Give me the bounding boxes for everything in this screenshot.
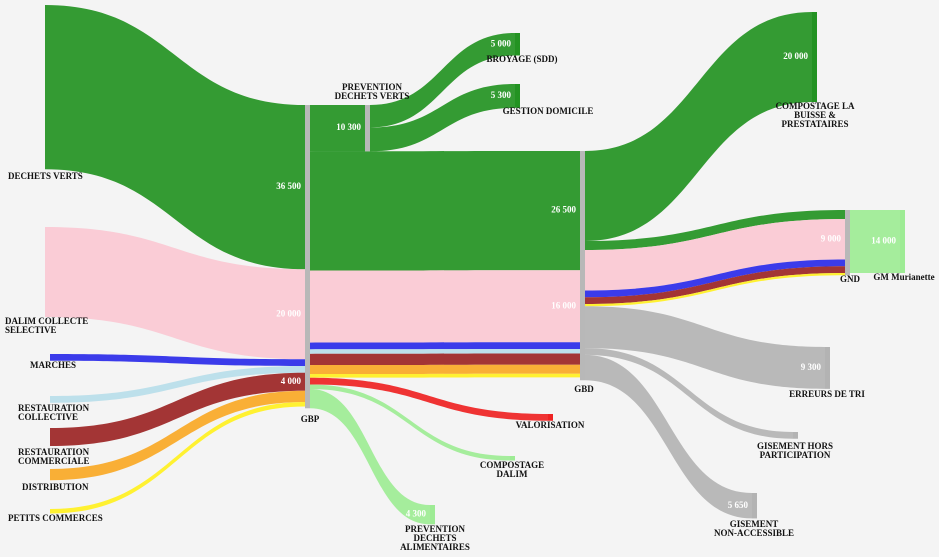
flow	[310, 373, 580, 378]
node	[793, 432, 798, 439]
value-label: 20 000	[276, 308, 301, 318]
node-label: ALIMENTAIRES	[400, 542, 470, 552]
node	[515, 84, 520, 108]
node-label: COMPOSTAGE LA	[775, 101, 855, 111]
flow	[45, 5, 305, 270]
flow	[585, 348, 793, 439]
flow	[310, 377, 548, 421]
node-label: GBP	[301, 414, 320, 424]
node-label: PETITS COMMERCES	[8, 513, 103, 523]
node-label: BUISSE &	[794, 110, 836, 120]
value-label: 9 300	[801, 362, 822, 372]
flow	[310, 105, 365, 152]
flow	[850, 210, 900, 273]
node	[510, 456, 515, 461]
node-label: PREVENTION	[342, 82, 403, 92]
flow	[585, 354, 752, 519]
value-label: 36 500	[276, 181, 301, 191]
node	[365, 105, 370, 152]
value-label: 5 300	[491, 90, 512, 100]
value-label: 26 500	[551, 205, 576, 215]
flow	[50, 372, 305, 446]
node-label: ERREURS DE TRI	[789, 389, 865, 399]
value-label: 5 650	[728, 500, 749, 510]
flow	[585, 306, 825, 389]
node	[900, 210, 905, 273]
node-label: COLLECTIVE	[18, 412, 78, 422]
flow	[310, 151, 580, 271]
node-label: DECHETS	[413, 533, 456, 543]
value-label: 14 000	[871, 236, 896, 246]
flow	[50, 402, 305, 514]
flow	[310, 270, 580, 343]
node-label: GISEMENT HORS	[757, 441, 833, 451]
node-label: VALORISATION	[516, 420, 585, 430]
node-label: PREVENTION	[405, 524, 466, 534]
value-label: 20 000	[783, 51, 808, 61]
flow	[585, 210, 845, 250]
value-label: 4 000	[281, 376, 302, 386]
node-label: MARCHES	[30, 360, 76, 370]
node-label: BROYAGE (SDD)	[487, 54, 558, 64]
node	[580, 151, 585, 381]
node-label: GND	[840, 274, 861, 284]
node-label: GESTION DOMICILE	[503, 106, 594, 116]
node-label: DISTRIBUTION	[22, 482, 89, 492]
flow	[310, 388, 430, 525]
node-label: RESTAURATION	[18, 403, 90, 413]
value-label: 5 000	[491, 38, 512, 48]
node-label: DALIM	[497, 469, 529, 479]
flow	[585, 259, 845, 298]
flow	[50, 390, 305, 481]
node-label: DECHETS VERTS	[335, 91, 410, 101]
node-label: DALIM COLLECTE	[5, 316, 88, 326]
node	[515, 33, 520, 56]
node	[430, 505, 435, 525]
node-label: COMMERCIALE	[18, 456, 90, 466]
node-label: GISEMENT	[730, 519, 779, 529]
flow	[585, 219, 845, 291]
node	[812, 12, 817, 102]
value-label: 4 300	[406, 509, 427, 519]
node	[752, 493, 757, 519]
flow	[310, 384, 510, 461]
node	[825, 347, 830, 389]
flow	[50, 366, 305, 403]
node-label: GBD	[574, 384, 594, 394]
node-label: NON-ACCESSIBLE	[714, 528, 794, 538]
node-label: SELECTIVE	[5, 325, 57, 335]
flow	[310, 349, 580, 354]
flow	[45, 227, 305, 360]
node-label: COMPOSTAGE	[480, 460, 544, 470]
flow	[585, 12, 812, 241]
node	[305, 105, 310, 409]
flow	[310, 364, 580, 375]
node-label: PRESTATAIRES	[781, 119, 848, 129]
value-label: 10 300	[336, 122, 361, 132]
flow	[585, 273, 845, 307]
node-label: DECHETS VERTS	[8, 171, 83, 181]
flow	[585, 266, 845, 304]
node-label: GM Murianette	[873, 272, 934, 282]
flow	[370, 84, 515, 152]
node	[548, 414, 553, 421]
node-label: RESTAURATION	[18, 447, 90, 457]
flow	[310, 342, 580, 350]
node	[845, 210, 850, 276]
node-label: PARTICIPATION	[760, 450, 831, 460]
flow	[50, 354, 305, 366]
flow	[370, 33, 515, 128]
value-label: 9 000	[821, 233, 842, 243]
flow	[310, 353, 580, 366]
value-label: 16 000	[551, 300, 576, 310]
